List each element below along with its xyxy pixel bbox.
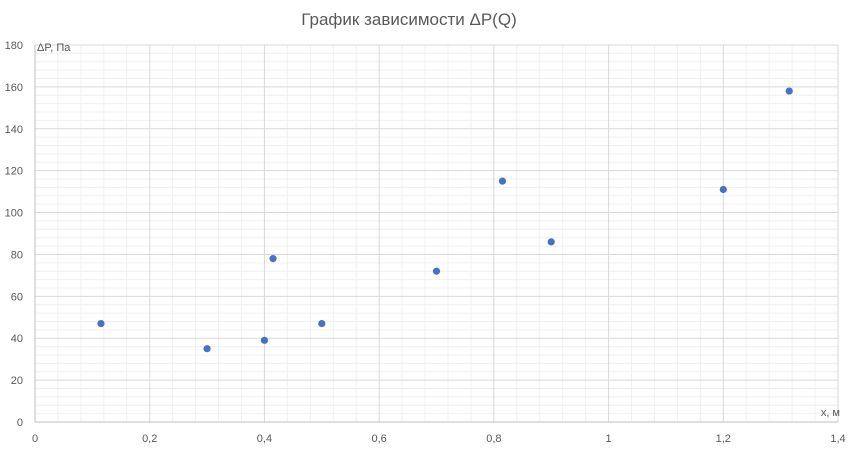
major-grid — [35, 44, 839, 422]
x-tick-label: 0,2 — [142, 433, 157, 445]
x-tick-label: 1,4 — [830, 433, 845, 445]
y-tick-label: 60 — [11, 291, 23, 303]
data-point — [547, 238, 555, 246]
axes — [34, 45, 838, 423]
y-tick-label: 80 — [11, 249, 23, 261]
x-tick-label: 0 — [32, 433, 38, 445]
data-point — [719, 185, 727, 194]
data-point — [97, 319, 105, 328]
data-point — [785, 87, 793, 95]
chart-title: График зависимости ΔP(Q) — [301, 10, 516, 29]
x-tick-label: 0,8 — [486, 433, 501, 445]
data-point — [203, 345, 211, 353]
data-point — [318, 319, 326, 328]
data-point — [269, 255, 277, 263]
y-tick-label: 0 — [17, 417, 23, 429]
y-tick-label: 160 — [5, 82, 23, 94]
data-point — [260, 336, 269, 344]
x-axis-label: x, м — [821, 407, 840, 419]
data-point — [432, 267, 441, 275]
y-tick-label: 120 — [5, 166, 23, 178]
minor-grid — [35, 45, 838, 422]
x-tick-label: 1,2 — [716, 433, 731, 445]
x-tick-label: 1 — [606, 433, 612, 445]
y-tick-label: 100 — [5, 208, 23, 220]
y-tick-label: 140 — [5, 124, 23, 136]
data-point — [498, 177, 507, 185]
x-tick-label: 0,6 — [371, 433, 386, 445]
y-tick-label: 20 — [11, 375, 23, 387]
x-tick-label: 0,4 — [257, 433, 272, 445]
tick-labels: 0 0,2 0,4 0,6 0,8 1 1,2 1,4 0 20 40 60 80 100 120 140 16… — [5, 40, 846, 445]
y-tick-label: 180 — [5, 40, 23, 52]
y-tick-label: 40 — [11, 333, 23, 345]
y-axis-label: ΔP, Па — [37, 42, 71, 54]
data-points — [97, 87, 793, 353]
